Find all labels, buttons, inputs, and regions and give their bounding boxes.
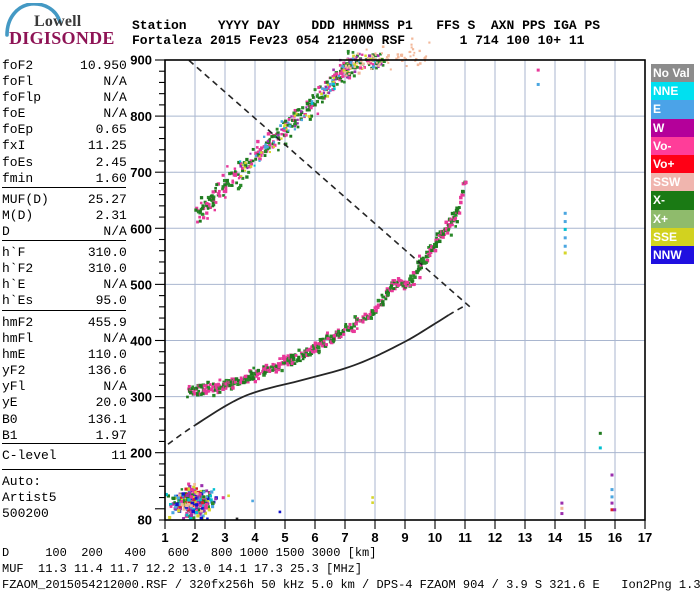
- svg-text:900: 900: [130, 53, 152, 68]
- svg-text:5: 5: [281, 530, 288, 545]
- svg-text:7: 7: [341, 530, 348, 545]
- svg-text:17: 17: [638, 530, 652, 545]
- svg-text:12: 12: [488, 530, 502, 545]
- svg-text:13: 13: [518, 530, 532, 545]
- svg-text:200: 200: [130, 446, 152, 461]
- svg-text:3: 3: [221, 530, 228, 545]
- svg-text:700: 700: [130, 165, 152, 180]
- svg-text:8: 8: [371, 530, 378, 545]
- svg-text:1: 1: [161, 530, 168, 545]
- svg-text:500: 500: [130, 277, 152, 292]
- svg-text:6: 6: [311, 530, 318, 545]
- svg-text:4: 4: [251, 530, 259, 545]
- svg-text:15: 15: [578, 530, 592, 545]
- svg-text:2: 2: [191, 530, 198, 545]
- svg-text:9: 9: [401, 530, 408, 545]
- svg-text:11: 11: [458, 530, 472, 545]
- svg-text:400: 400: [130, 333, 152, 348]
- svg-text:800: 800: [130, 109, 152, 124]
- svg-text:10: 10: [428, 530, 442, 545]
- svg-text:16: 16: [608, 530, 622, 545]
- svg-text:300: 300: [130, 390, 152, 405]
- svg-text:80: 80: [138, 513, 152, 528]
- svg-text:14: 14: [548, 530, 563, 545]
- svg-text:600: 600: [130, 221, 152, 236]
